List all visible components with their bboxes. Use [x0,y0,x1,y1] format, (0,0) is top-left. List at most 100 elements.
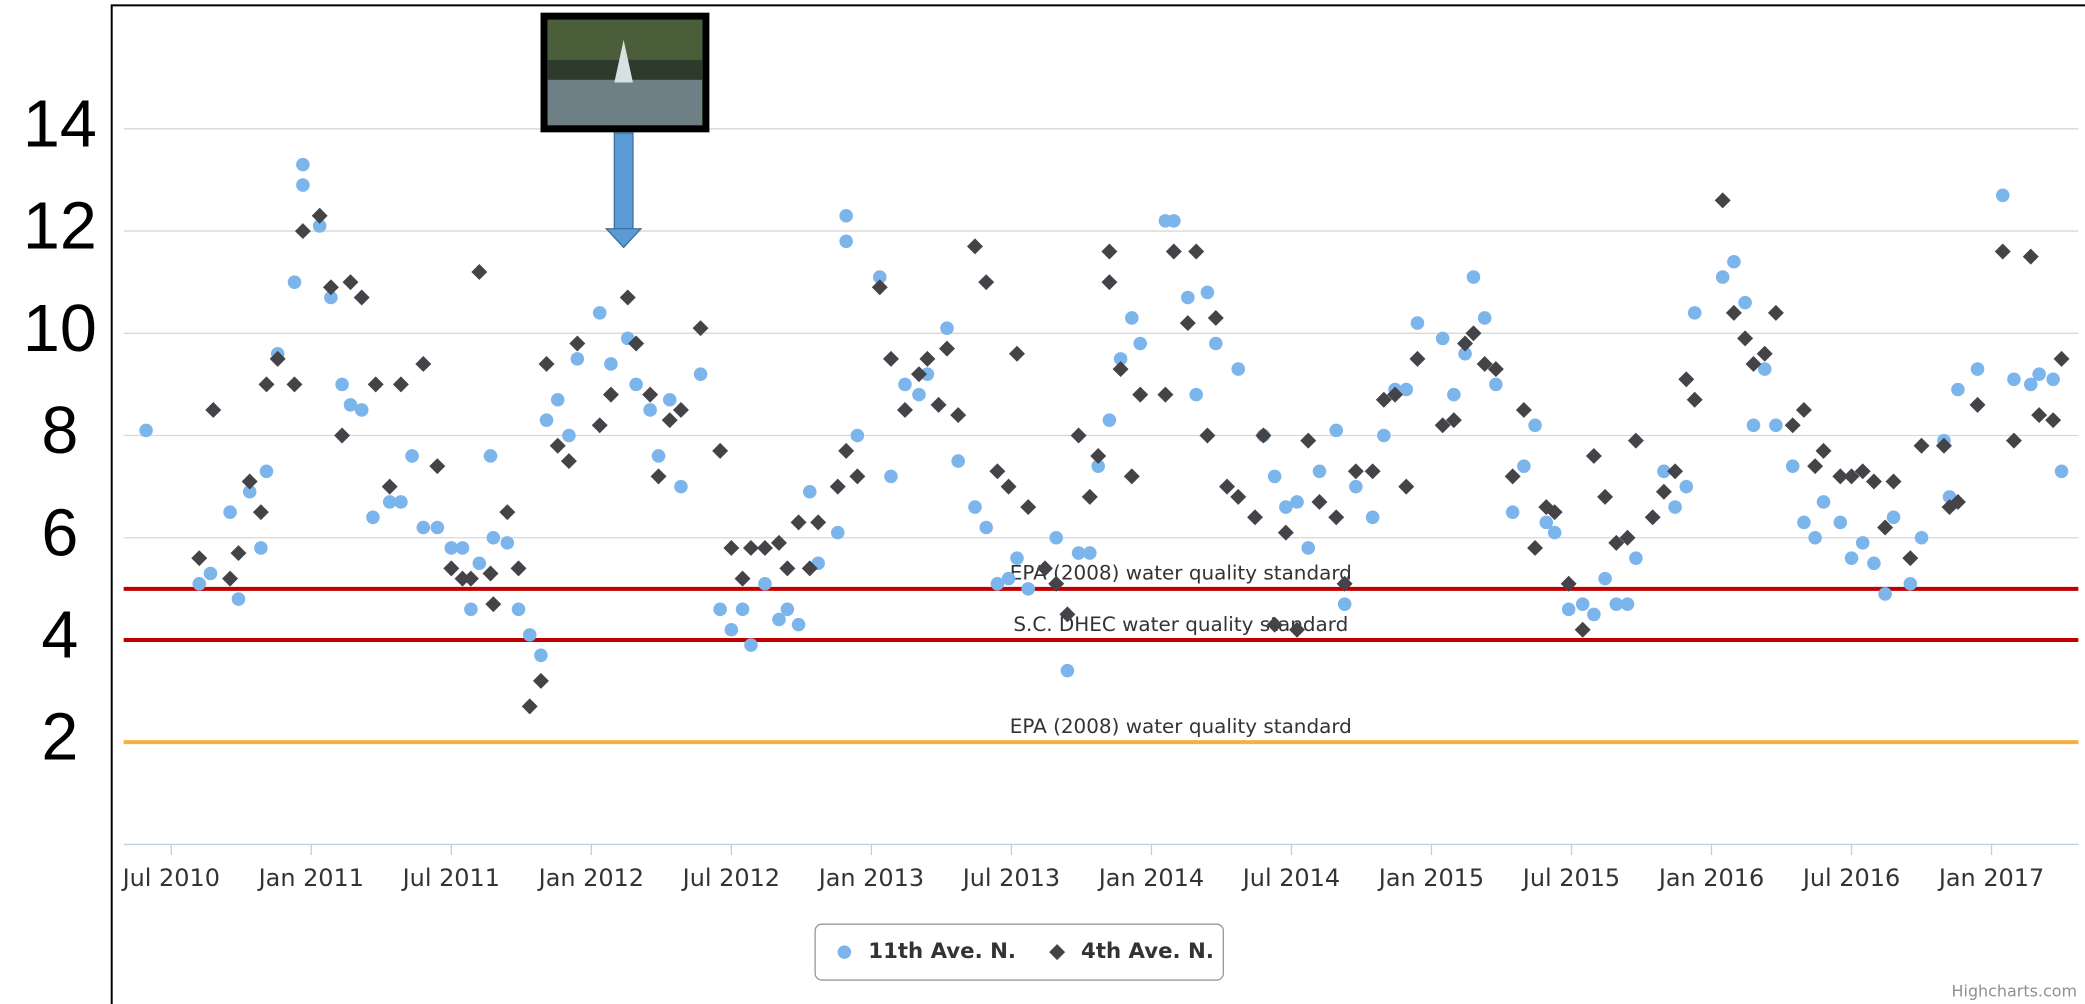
point [562,428,576,443]
point [443,560,460,577]
point [455,541,470,555]
point [591,417,608,434]
point [1000,478,1017,495]
point [780,602,795,617]
point [2045,412,2062,429]
legend-label[interactable]: 4th Ave. N. [1081,939,1214,964]
point [839,208,853,223]
point [1547,525,1562,540]
point [692,320,709,337]
point [2022,248,2039,265]
point [405,449,419,463]
point [830,525,845,540]
point [742,539,759,556]
point [1010,551,1024,565]
arrow-head [604,228,643,249]
point [950,407,967,424]
point [296,178,310,192]
point [354,403,369,417]
point [1125,311,1139,325]
x-tick-label: Jan 2011 [257,864,364,892]
point [139,423,153,438]
point [919,350,936,367]
point [1528,418,1542,433]
point [898,377,912,392]
point [2005,432,2022,449]
point [241,473,258,490]
x-tick-label: Jul 2011 [401,864,500,892]
point [1561,602,1576,617]
point [661,412,678,429]
point [1132,386,1149,403]
point [1377,428,1391,443]
point [734,570,751,587]
point [1878,587,1892,601]
point [930,396,947,413]
point [1219,478,1236,495]
point [192,576,207,591]
point [1886,510,1901,525]
point [1059,606,1076,623]
point [550,392,565,407]
point [779,560,796,577]
point [1021,582,1035,596]
point [203,566,218,581]
point [1517,459,1531,473]
point [462,570,479,587]
point [1609,597,1624,611]
point [1070,427,1087,444]
point [1364,463,1381,480]
point [1679,479,1694,494]
point [1914,530,1929,545]
point [322,279,339,296]
point [602,386,619,403]
point [1970,362,1985,376]
point [838,442,855,459]
point [1188,243,1205,260]
point [472,556,487,571]
point [1902,550,1919,567]
point [1949,493,1966,510]
point [1049,530,1063,545]
point [592,306,607,320]
point [444,541,459,555]
x-tick-label: Jan 2014 [1097,864,1204,892]
point [1279,500,1293,514]
point [416,520,431,535]
point [1349,479,1363,494]
y-tick-label: 2 [41,701,78,775]
point [1844,551,1859,565]
point [532,672,549,689]
point [1181,290,1195,305]
point [829,478,846,495]
point [1037,560,1053,577]
point [454,570,471,587]
point [1854,463,1871,480]
point [230,545,247,562]
legend-box [814,923,1225,981]
point [604,357,618,371]
point [231,592,246,606]
point [1399,382,1414,397]
point [1687,306,1702,320]
point [1807,458,1824,475]
point [723,539,740,556]
point [287,275,302,289]
point [1009,345,1025,362]
point [1504,468,1521,485]
point [367,376,384,393]
point [979,520,993,535]
point [1435,331,1450,346]
point [1756,345,1773,362]
point [252,504,269,521]
legend-label[interactable]: 11th Ave. N. [868,939,1016,964]
point [269,350,286,367]
point [382,495,397,509]
point [1951,382,1965,397]
point [1247,509,1264,526]
point [2054,464,2069,479]
point [1410,316,1425,330]
point [990,576,1005,591]
point [1867,556,1881,571]
